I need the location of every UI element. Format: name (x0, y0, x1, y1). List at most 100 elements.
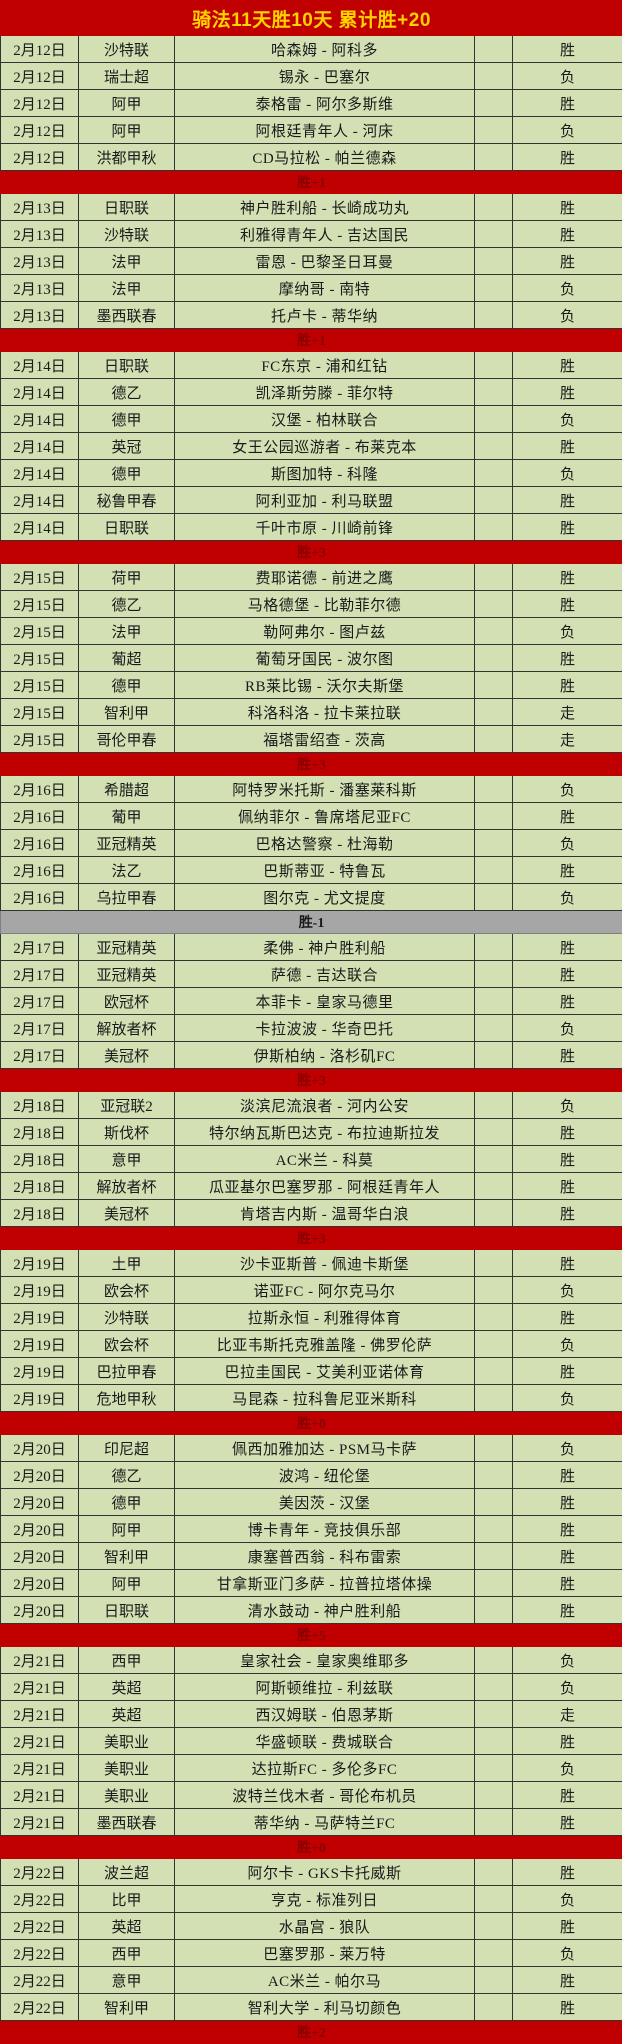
table-row[interactable]: 2月15日智利甲科洛科洛 - 拉卡莱拉联走 (1, 699, 622, 726)
table-row[interactable]: 2月15日葡超葡萄牙国民 - 波尔图胜 (1, 645, 622, 672)
table-row[interactable]: 2月20日德乙波鸿 - 纽伦堡胜 (1, 1462, 622, 1489)
cell-date: 2月18日 (1, 1092, 79, 1119)
table-row[interactable]: 2月13日日职联神户胜利船 - 长崎成功丸胜 (1, 194, 622, 221)
table-row[interactable]: 2月15日法甲勒阿弗尔 - 图卢兹负 (1, 618, 622, 645)
table-row[interactable]: 2月12日阿甲泰格雷 - 阿尔多斯维胜 (1, 90, 622, 117)
table-row[interactable]: 2月14日德乙凯泽斯劳滕 - 菲尔特胜 (1, 379, 622, 406)
table-row[interactable]: 2月21日西甲皇家社会 - 皇家奥维耶多负 (1, 1647, 622, 1674)
table-row[interactable]: 2月19日欧会杯诺亚FC - 阿尔克马尔负 (1, 1277, 622, 1304)
table-row[interactable]: 2月19日巴拉甲春巴拉圭国民 - 艾美利亚诺体育胜 (1, 1358, 622, 1385)
table-row[interactable]: 2月19日沙特联拉斯永恒 - 利雅得体育胜 (1, 1304, 622, 1331)
table-row[interactable]: 2月16日法乙巴斯蒂亚 - 特鲁瓦胜 (1, 857, 622, 884)
cell-spacer (475, 460, 513, 487)
table-row[interactable]: 2月19日土甲沙卡亚斯普 - 佩迪卡斯堡胜 (1, 1250, 622, 1277)
status-badge: 胜 (513, 1489, 622, 1516)
cell-match: 皇家社会 - 皇家奥维耶多 (175, 1647, 475, 1674)
table-row[interactable]: 2月22日英超水晶宫 - 狼队胜 (1, 1913, 622, 1940)
cell-match: 美因茨 - 汉堡 (175, 1489, 475, 1516)
table-row[interactable]: 2月17日欧冠杯本菲卡 - 皇家马德里胜 (1, 988, 622, 1015)
table-row[interactable]: 2月14日秘鲁甲春阿利亚加 - 利马联盟胜 (1, 487, 622, 514)
cell-league: 阿甲 (79, 90, 175, 117)
day-summary-row: 胜+2 (1, 2021, 622, 2044)
table-row[interactable]: 2月15日荷甲费耶诺德 - 前进之鹰胜 (1, 564, 622, 591)
cell-league: 印尼超 (79, 1435, 175, 1462)
cell-date: 2月12日 (1, 36, 79, 63)
table-row[interactable]: 2月21日英超阿斯顿维拉 - 利兹联负 (1, 1674, 622, 1701)
sheet-title-row: 骑法11天胜10天 累计胜+20 (1, 1, 622, 36)
table-row[interactable]: 2月15日哥伦甲春福塔雷绍查 - 茨高走 (1, 726, 622, 753)
table-row[interactable]: 2月13日法甲雷恩 - 巴黎圣日耳曼胜 (1, 248, 622, 275)
cell-spacer (475, 1146, 513, 1173)
table-row[interactable]: 2月20日智利甲康塞普西翁 - 科布雷索胜 (1, 1543, 622, 1570)
table-row[interactable]: 2月16日乌拉甲春图尔克 - 尤文提度负 (1, 884, 622, 911)
table-row[interactable]: 2月13日法甲摩纳哥 - 南特负 (1, 275, 622, 302)
cell-league: 日职联 (79, 194, 175, 221)
table-row[interactable]: 2月21日英超西汉姆联 - 伯恩茅斯走 (1, 1701, 622, 1728)
table-row[interactable]: 2月13日墨西联春托卢卡 - 蒂华纳负 (1, 302, 622, 329)
table-row[interactable]: 2月14日英冠女王公园巡游者 - 布莱克本胜 (1, 433, 622, 460)
table-row[interactable]: 2月17日解放者杯卡拉波波 - 华奇巴托负 (1, 1015, 622, 1042)
cell-spacer (475, 1385, 513, 1412)
cell-match: 蒂华纳 - 马萨特兰FC (175, 1809, 475, 1836)
table-row[interactable]: 2月18日美冠杯肯塔吉内斯 - 温哥华白浪胜 (1, 1200, 622, 1227)
status-badge: 胜 (513, 1859, 622, 1886)
table-row[interactable]: 2月15日德乙马格德堡 - 比勒菲尔德胜 (1, 591, 622, 618)
cell-match: 马昆森 - 拉科鲁尼亚米斯科 (175, 1385, 475, 1412)
cell-date: 2月14日 (1, 487, 79, 514)
table-row[interactable]: 2月16日希腊超阿特罗米托斯 - 潘塞莱科斯负 (1, 776, 622, 803)
status-badge: 胜 (513, 934, 622, 961)
table-row[interactable]: 2月22日比甲亨克 - 标准列日负 (1, 1886, 622, 1913)
table-row[interactable]: 2月14日德甲斯图加特 - 科隆负 (1, 460, 622, 487)
cell-match: AC米兰 - 帕尔马 (175, 1967, 475, 1994)
table-row[interactable]: 2月14日日职联千叶市原 - 川崎前锋胜 (1, 514, 622, 541)
cell-date: 2月14日 (1, 406, 79, 433)
cell-match: 清水鼓动 - 神户胜利船 (175, 1597, 475, 1624)
cell-date: 2月12日 (1, 117, 79, 144)
table-row[interactable]: 2月21日美职业华盛顿联 - 费城联合胜 (1, 1728, 622, 1755)
cell-match: 阿根廷青年人 - 河床 (175, 117, 475, 144)
table-row[interactable]: 2月19日危地甲秋马昆森 - 拉科鲁尼亚米斯科负 (1, 1385, 622, 1412)
table-row[interactable]: 2月22日波兰超阿尔卡 - GKS卡托威斯胜 (1, 1859, 622, 1886)
cell-league: 欧会杯 (79, 1331, 175, 1358)
table-row[interactable]: 2月14日德甲汉堡 - 柏林联合负 (1, 406, 622, 433)
cell-date: 2月13日 (1, 194, 79, 221)
table-row[interactable]: 2月20日德甲美因茨 - 汉堡胜 (1, 1489, 622, 1516)
table-row[interactable]: 2月13日沙特联利雅得青年人 - 吉达国民胜 (1, 221, 622, 248)
table-row[interactable]: 2月17日亚冠精英萨德 - 吉达联合胜 (1, 961, 622, 988)
table-row[interactable]: 2月20日阿甲博卡青年 - 竞技俱乐部胜 (1, 1516, 622, 1543)
cell-league: 法甲 (79, 275, 175, 302)
cell-league: 阿甲 (79, 1570, 175, 1597)
cell-date: 2月22日 (1, 1913, 79, 1940)
table-row[interactable]: 2月20日日职联清水鼓动 - 神户胜利船胜 (1, 1597, 622, 1624)
table-row[interactable]: 2月12日瑞士超锡永 - 巴塞尔负 (1, 63, 622, 90)
table-row[interactable]: 2月12日阿甲阿根廷青年人 - 河床负 (1, 117, 622, 144)
table-row[interactable]: 2月20日阿甲甘拿斯亚门多萨 - 拉普拉塔体操胜 (1, 1570, 622, 1597)
table-row[interactable]: 2月16日亚冠精英巴格达警察 - 杜海勒负 (1, 830, 622, 857)
table-row[interactable]: 2月17日亚冠精英柔佛 - 神户胜利船胜 (1, 934, 622, 961)
table-row[interactable]: 2月22日西甲巴塞罗那 - 莱万特负 (1, 1940, 622, 1967)
status-badge: 胜 (513, 961, 622, 988)
table-row[interactable]: 2月12日沙特联哈森姆 - 阿科多胜 (1, 36, 622, 63)
table-row[interactable]: 2月19日欧会杯比亚韦斯托克雅盖隆 - 佛罗伦萨负 (1, 1331, 622, 1358)
cell-league: 危地甲秋 (79, 1385, 175, 1412)
cell-spacer (475, 961, 513, 988)
table-row[interactable]: 2月21日美职业波特兰伐木者 - 哥伦布机员胜 (1, 1782, 622, 1809)
table-row[interactable]: 2月22日智利甲智利大学 - 利马切颜色胜 (1, 1994, 622, 2021)
table-row[interactable]: 2月18日解放者杯瓜亚基尔巴塞罗那 - 阿根廷青年人胜 (1, 1173, 622, 1200)
cell-date: 2月15日 (1, 726, 79, 753)
cell-spacer (475, 1462, 513, 1489)
table-row[interactable]: 2月18日斯伐杯特尔纳瓦斯巴达克 - 布拉迪斯拉发胜 (1, 1119, 622, 1146)
table-row[interactable]: 2月20日印尼超佩西加雅加达 - PSM马卡萨负 (1, 1435, 622, 1462)
cell-date: 2月22日 (1, 1886, 79, 1913)
status-badge: 负 (513, 117, 622, 144)
